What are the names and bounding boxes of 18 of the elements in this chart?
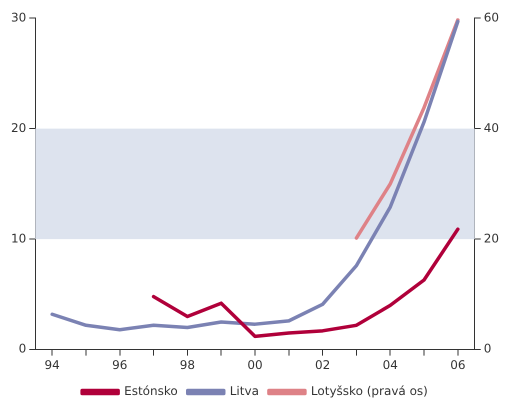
x-tick-label: 02 [314,358,330,372]
legend-label: Litva [230,384,259,398]
x-tick-label: 04 [382,358,398,372]
legend-label: Estónsko [124,384,178,398]
y2-tick-label: 0 [484,342,492,356]
y-tick-label: 20 [10,120,26,135]
x-tick-label: 94 [44,358,60,372]
x-tick-label: 06 [450,358,466,372]
x-tick-label: 00 [247,358,263,372]
x-tick-label: 96 [112,358,128,372]
y-tick-label: 0 [18,342,26,356]
y2-tick-label: 20 [484,231,500,246]
y-tick-label: 30 [10,10,26,24]
legend-label: Lotyšsko (pravá os) [310,384,428,398]
y2-tick-label: 40 [484,120,500,135]
y-tick-label: 10 [10,231,26,246]
x-tick-label: 98 [180,358,196,372]
y2-tick-label: 60 [484,10,500,24]
